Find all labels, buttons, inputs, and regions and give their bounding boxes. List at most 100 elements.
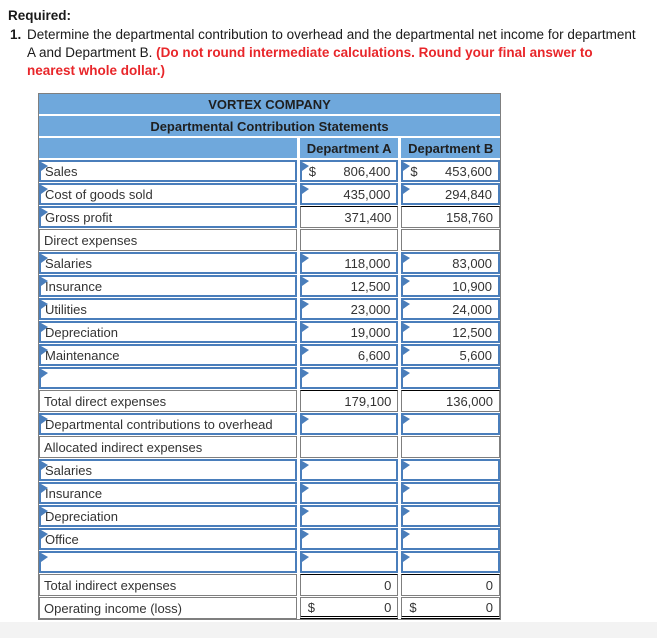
value-cell-dept-b[interactable]: [401, 459, 501, 481]
table-row: Direct expenses: [39, 229, 500, 251]
currency-symbol: $: [308, 163, 317, 179]
value-text: 0: [384, 577, 392, 593]
requirement-item: 1. Determine the departmental contributi…: [8, 26, 657, 80]
editable-cell-marker-icon: [41, 323, 48, 332]
value-text: 435,000: [343, 186, 391, 202]
table-row: Sales $806,400 $453,600: [39, 160, 501, 182]
editable-cell-marker-icon: [301, 507, 309, 516]
row-label-cell[interactable]: Insurance: [39, 275, 297, 297]
editable-cell-marker-icon: [41, 484, 48, 493]
row-label-cell[interactable]: Departmental contributions to overhead: [39, 413, 297, 435]
row-label: Salaries: [45, 255, 92, 271]
table-row: [39, 367, 501, 389]
editable-cell-marker-icon: [301, 461, 309, 470]
value-cell-dept-a[interactable]: [299, 367, 399, 389]
value-cell-dept-a[interactable]: 118,000: [299, 252, 399, 274]
row-label: Utilities: [45, 301, 87, 317]
item-number: 1.: [10, 27, 22, 42]
value-cell-dept-a[interactable]: 6,600: [299, 344, 399, 366]
value-cell-dept-a[interactable]: [299, 505, 399, 527]
row-label-cell[interactable]: Office: [39, 528, 297, 550]
row-label-cell[interactable]: Utilities: [39, 298, 297, 320]
row-label-cell[interactable]: Depreciation: [39, 505, 297, 527]
table-row: Operating income (loss) $0 $0: [39, 597, 500, 619]
editable-cell-marker-icon: [41, 461, 48, 470]
editable-cell-marker-icon: [403, 415, 411, 424]
row-label-cell[interactable]: [39, 367, 297, 389]
row-label-cell[interactable]: Depreciation: [39, 321, 297, 343]
editable-cell-marker-icon: [41, 415, 48, 424]
table-row: Gross profit 371,400 158,760: [39, 206, 500, 228]
value-cell-dept-a[interactable]: [299, 482, 399, 504]
value-cell-dept-a[interactable]: [299, 528, 399, 550]
editable-cell-marker-icon: [41, 507, 48, 516]
value-cell-dept-b[interactable]: [401, 367, 501, 389]
value-text: 0: [485, 599, 493, 615]
row-label-cell[interactable]: [39, 551, 297, 573]
row-label-cell[interactable]: Gross profit: [39, 206, 297, 228]
value-cell-dept-b[interactable]: 10,900: [401, 275, 501, 297]
value-cell-dept-b[interactable]: 12,500: [401, 321, 501, 343]
table-row: [39, 551, 501, 573]
value-cell-dept-b[interactable]: [401, 482, 501, 504]
value-cell-dept-b[interactable]: 5,600: [401, 344, 501, 366]
editable-cell-marker-icon: [301, 323, 309, 332]
value-cell-dept-a[interactable]: 435,000: [299, 183, 399, 205]
label-column-header: [39, 138, 297, 158]
value-cell-dept-a[interactable]: [299, 551, 399, 573]
value-cell-dept-a[interactable]: [299, 459, 399, 481]
value-cell-dept-b[interactable]: 294,840: [401, 183, 501, 205]
value-cell-dept-a[interactable]: $806,400: [299, 160, 399, 182]
table-row: Depreciation: [39, 505, 501, 527]
row-label-cell[interactable]: Maintenance: [39, 344, 297, 366]
value-cell-dept-b[interactable]: 24,000: [401, 298, 501, 320]
editable-cell-marker-icon: [403, 185, 411, 194]
value-text: 136,000: [445, 393, 493, 409]
row-label: Allocated indirect expenses: [44, 439, 203, 455]
value-cell-dept-b: 158,760: [401, 206, 500, 228]
value-cell-dept-b[interactable]: [401, 505, 501, 527]
row-label-cell[interactable]: Sales: [39, 160, 297, 182]
value-cell-dept-b[interactable]: $453,600: [401, 160, 501, 182]
value-cell-dept-b[interactable]: [401, 551, 501, 573]
statement-table: VORTEX COMPANY Departmental Contribution…: [38, 93, 501, 620]
row-label: Depreciation: [45, 324, 118, 340]
row-label-cell[interactable]: Insurance: [39, 482, 297, 504]
editable-cell-marker-icon: [301, 346, 309, 355]
table-row: Cost of goods sold 435,000 294,840: [39, 183, 501, 205]
currency-symbol: $: [409, 599, 417, 615]
value-cell-dept-a[interactable]: [299, 413, 399, 435]
row-label-cell[interactable]: Salaries: [39, 252, 297, 274]
row-label-cell: Direct expenses: [39, 229, 297, 251]
editable-cell-marker-icon: [403, 484, 411, 493]
editable-cell-marker-icon: [301, 553, 309, 562]
value-cell-dept-b[interactable]: 83,000: [401, 252, 501, 274]
value-cell-dept-a[interactable]: 19,000: [299, 321, 399, 343]
row-label-cell[interactable]: Salaries: [39, 459, 297, 481]
table-row: Total direct expenses 179,100 136,000: [39, 390, 500, 412]
column-header-dept-a: Department A: [299, 138, 399, 158]
value-cell-dept-a[interactable]: 23,000: [299, 298, 399, 320]
editable-cell-marker-icon: [41, 208, 48, 217]
value-cell-dept-a[interactable]: 12,500: [299, 275, 399, 297]
table-subtitle: Departmental Contribution Statements: [39, 116, 500, 138]
instruction-text: Determine the departmental contribution …: [27, 26, 639, 80]
editable-cell-marker-icon: [403, 461, 411, 470]
value-cell-dept-b: 0: [401, 574, 500, 596]
value-cell-dept-b[interactable]: [401, 413, 501, 435]
row-label: Departmental contributions to overhead: [45, 416, 273, 432]
editable-cell-marker-icon: [301, 300, 309, 309]
editable-cell-marker-icon: [403, 254, 411, 263]
value-cell-dept-b[interactable]: [401, 528, 501, 550]
editable-cell-marker-icon: [403, 162, 411, 171]
value-text: 6,600: [357, 347, 391, 363]
editable-cell-marker-icon: [403, 277, 411, 286]
currency-symbol: $: [410, 163, 418, 179]
value-text: 10,900: [452, 278, 493, 294]
row-label: Insurance: [45, 278, 103, 294]
row-label-cell[interactable]: Cost of goods sold: [39, 183, 297, 205]
editable-cell-marker-icon: [403, 323, 411, 332]
value-text: 12,500: [350, 278, 391, 294]
table-row: Total indirect expenses 0 0: [39, 574, 500, 596]
